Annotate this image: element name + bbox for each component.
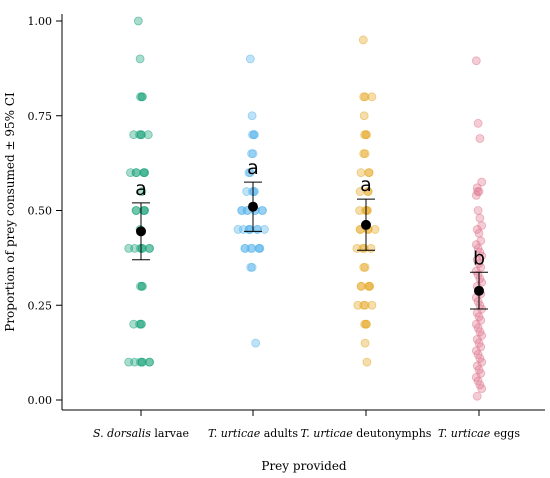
data-point	[255, 243, 265, 253]
significance-letter: b	[473, 247, 485, 269]
y-ticks: 0.00 0.25 0.50 0.75 1.00	[28, 15, 62, 407]
data-point	[249, 130, 259, 140]
confidence-intervals	[132, 181, 488, 310]
data-point	[359, 262, 369, 272]
x-tick-label-stage: larvae	[151, 427, 189, 440]
data-point	[365, 281, 375, 291]
y-tick-label: 0.00	[28, 394, 53, 407]
x-tick-label: T. urticae adults	[208, 427, 298, 440]
y-axis-title: Proportion of prey consumed ± 95% CI	[3, 92, 17, 332]
data-point	[367, 92, 377, 102]
data-point	[233, 225, 243, 234]
significance-letters: a a a b	[135, 157, 485, 269]
x-tick-label-species: T. urticae	[438, 427, 491, 440]
data-point	[370, 225, 380, 234]
data-point	[355, 206, 365, 215]
significance-letter: a	[135, 178, 147, 200]
x-tick-label: S. dorsalis larvae	[93, 427, 189, 440]
data-point	[475, 134, 485, 143]
data-point	[259, 225, 269, 234]
data-point	[366, 243, 376, 253]
x-tick-label-stage: adults	[260, 427, 298, 440]
data-point	[237, 206, 247, 215]
y-tick-label: 0.75	[28, 110, 53, 123]
y-tick-label: 0.25	[28, 299, 53, 312]
data-point	[124, 243, 134, 253]
x-tick-label-species: T. urticae	[208, 427, 261, 440]
data-point	[247, 111, 257, 121]
x-tick-label: T. urticae deutonymphs	[301, 427, 432, 440]
data-point	[124, 357, 134, 367]
data-points	[124, 16, 487, 401]
data-point	[135, 54, 145, 64]
x-tick-label-species: T. urticae	[301, 427, 354, 440]
data-point	[140, 168, 150, 178]
mean-point	[361, 219, 371, 230]
data-point	[359, 149, 369, 159]
data-point	[473, 206, 483, 215]
data-point	[360, 338, 370, 348]
data-point	[129, 319, 139, 329]
data-point	[145, 357, 155, 367]
y-tick-label: 0.50	[28, 205, 53, 218]
data-point	[240, 243, 250, 253]
data-point	[143, 130, 153, 140]
data-point	[471, 56, 481, 66]
data-point	[473, 118, 483, 128]
data-point	[242, 187, 252, 196]
data-point	[245, 54, 255, 64]
data-point	[249, 187, 259, 196]
x-tick-label-stage: deutonymphs	[353, 427, 432, 440]
x-tick-label-stage: eggs	[490, 427, 520, 440]
data-point	[367, 300, 377, 310]
x-tick-label-species: S. dorsalis	[93, 427, 151, 440]
data-point	[137, 319, 146, 329]
data-point	[140, 206, 150, 215]
data-point	[244, 168, 254, 178]
data-point	[137, 92, 147, 102]
y-tick-label: 1.00	[28, 15, 53, 28]
data-point	[145, 243, 155, 253]
data-point	[363, 187, 373, 196]
significance-letter: a	[360, 174, 372, 196]
data-point	[251, 338, 261, 348]
data-point	[358, 35, 368, 45]
data-point	[353, 300, 363, 310]
x-axis-title: Prey provided	[261, 459, 347, 473]
data-point	[475, 213, 485, 223]
data-point	[362, 130, 371, 140]
data-point	[362, 319, 371, 329]
y-axis: 0.00 0.25 0.50 0.75 1.00	[28, 14, 63, 410]
data-point	[246, 262, 256, 272]
data-point	[126, 168, 135, 178]
data-point	[359, 111, 369, 121]
data-point	[137, 187, 147, 196]
mean-point	[248, 201, 258, 212]
data-point	[474, 228, 484, 238]
data-point	[364, 168, 374, 178]
x-axis: S. dorsalis larvae T. urticae adults T. ur…	[62, 409, 545, 440]
data-point	[129, 130, 139, 140]
data-point	[258, 206, 268, 215]
data-point	[471, 190, 481, 200]
data-point	[362, 357, 372, 367]
data-point	[477, 177, 487, 187]
data-point	[247, 149, 257, 159]
data-point	[472, 391, 482, 401]
data-point	[137, 281, 147, 291]
data-point	[359, 92, 369, 102]
data-point	[356, 281, 366, 291]
x-ticks: S. dorsalis larvae T. urticae adults T. ur…	[93, 410, 520, 440]
data-point	[362, 206, 372, 215]
data-point	[352, 243, 362, 253]
x-tick-label: T. urticae eggs	[438, 427, 520, 440]
data-point	[133, 16, 143, 26]
mean-point	[474, 285, 484, 296]
mean-point	[136, 226, 146, 237]
data-point	[131, 206, 141, 215]
data-point	[477, 384, 487, 394]
significance-letter: a	[247, 157, 259, 179]
